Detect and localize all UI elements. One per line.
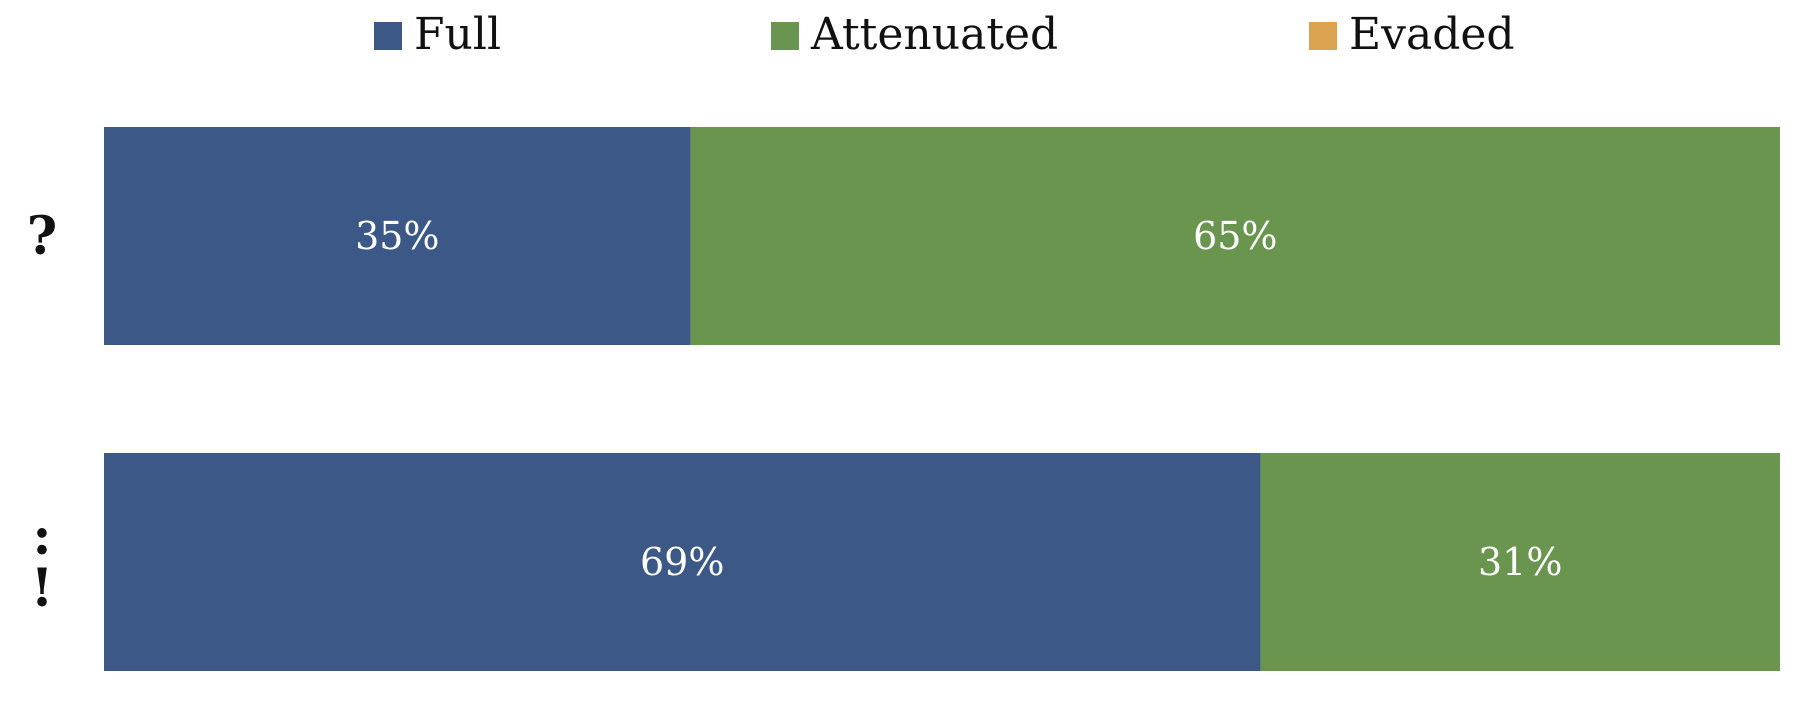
category-axis: ?:! bbox=[27, 206, 57, 619]
bar-segment-attenuated-2 bbox=[1260, 453, 1780, 671]
legend: Full Attenuated Evaded bbox=[374, 9, 1515, 60]
legend-label-full: Full bbox=[414, 9, 501, 60]
bar-segment-full-2 bbox=[104, 453, 1261, 671]
legend-swatch-evaded bbox=[1309, 22, 1337, 50]
category-label-2: :! bbox=[31, 506, 54, 619]
data-label-full-1: 35% bbox=[355, 214, 439, 258]
category-label-line: ? bbox=[27, 206, 57, 267]
legend-label-evaded: Evaded bbox=[1349, 9, 1515, 60]
legend-swatch-attenuated bbox=[771, 22, 799, 50]
data-label-attenuated-2: 31% bbox=[1478, 540, 1562, 584]
legend-swatch-full bbox=[374, 22, 402, 50]
category-label-line: ! bbox=[31, 558, 54, 619]
data-label-attenuated-1: 65% bbox=[1193, 214, 1277, 258]
bar-segment-full-1 bbox=[104, 127, 691, 345]
bar-segment-attenuated-1 bbox=[690, 127, 1780, 345]
category-label-1: ? bbox=[27, 206, 57, 267]
legend-label-attenuated: Attenuated bbox=[810, 9, 1058, 60]
data-label-full-2: 69% bbox=[640, 540, 724, 584]
category-label-line: : bbox=[32, 506, 51, 567]
plot-area: 35% 65% 69% 31% bbox=[104, 127, 1780, 671]
